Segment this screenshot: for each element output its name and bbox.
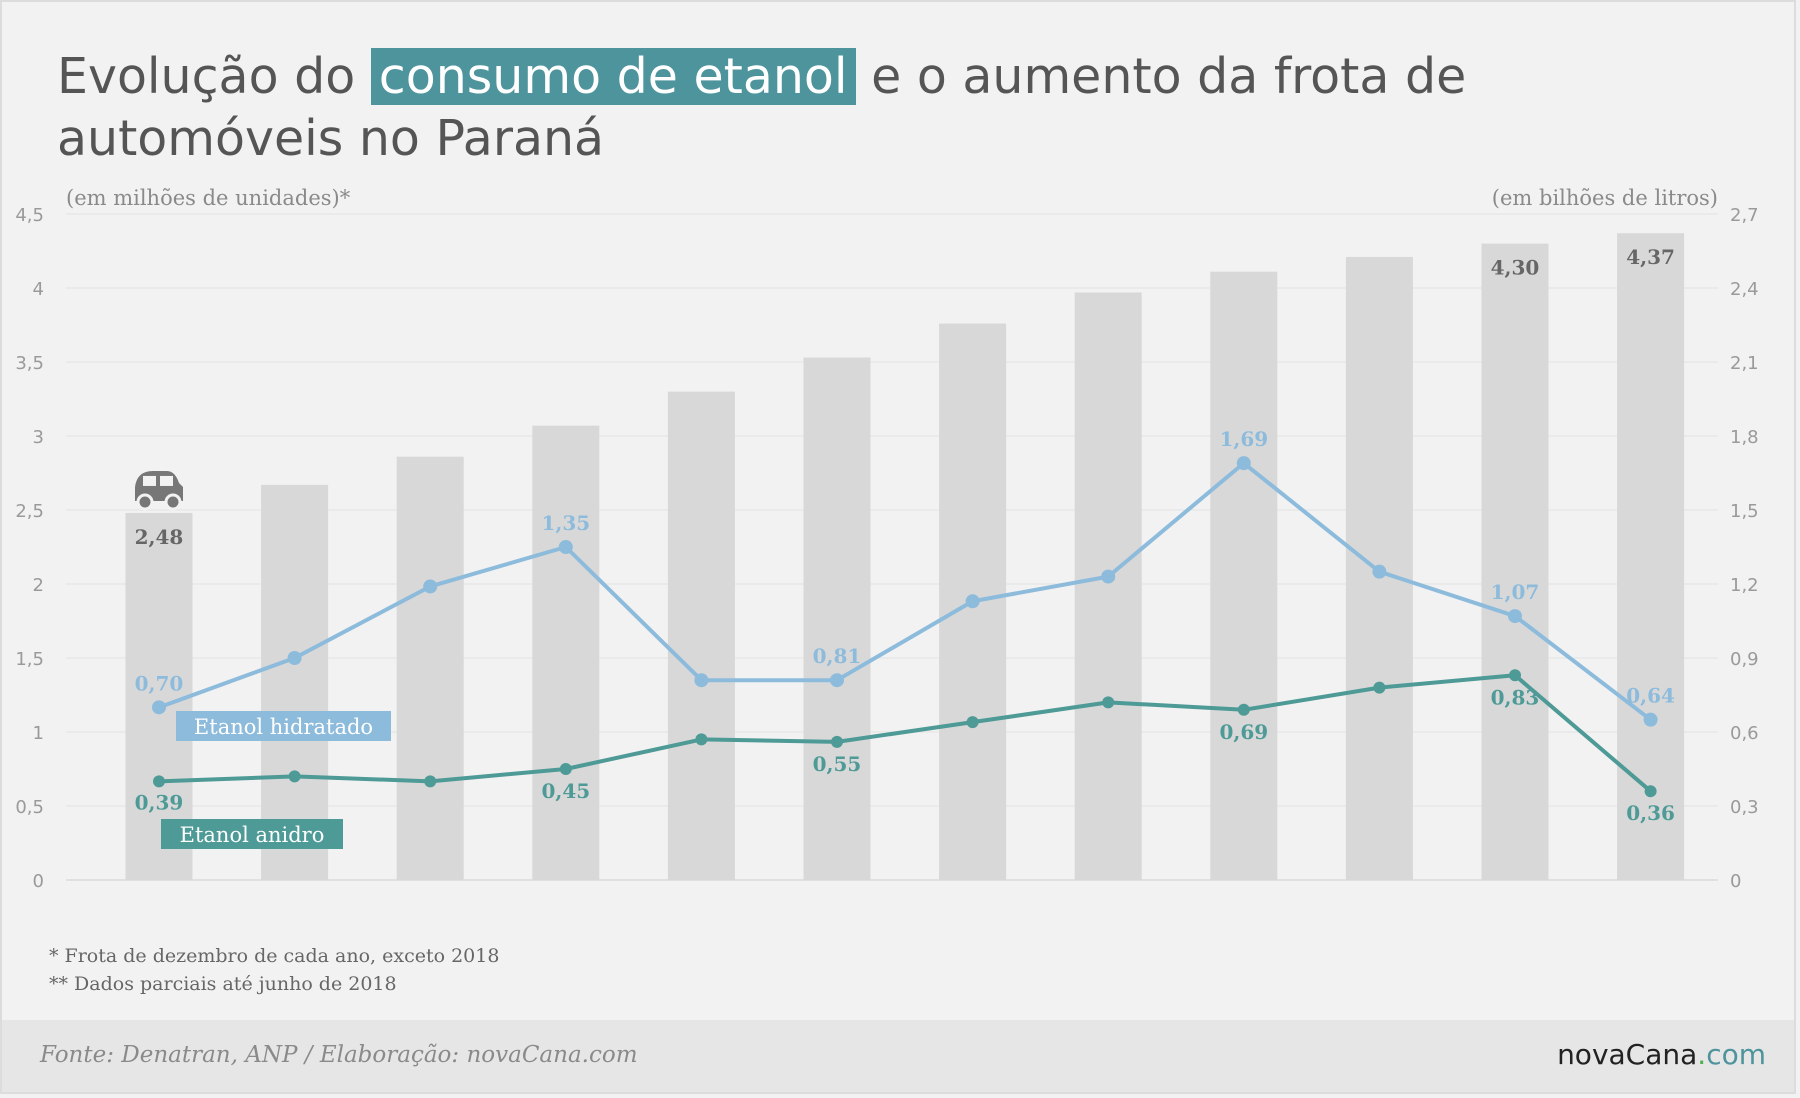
series-point-hidratado <box>1101 569 1116 584</box>
series-label-anidro: 0,39 <box>135 790 184 814</box>
footer-bar: Fonte: Denatran, ANP / Elaboração: novaC… <box>2 1020 1794 1092</box>
title-end: e o aumento da frota de automóveis no Pa… <box>57 48 1467 167</box>
series-point-hidratado <box>830 673 844 688</box>
series-point-hidratado <box>423 579 438 594</box>
series-label-hidratado: 0,70 <box>135 671 184 695</box>
fleet-bar-label: 4,30 <box>1491 256 1540 280</box>
series-point-anidro <box>559 763 572 775</box>
series-point-anidro <box>1373 681 1386 694</box>
series-point-anidro <box>153 775 165 788</box>
series-label-anidro: 0,69 <box>1219 720 1268 744</box>
series-point-anidro <box>1102 696 1115 709</box>
series-label-anidro: 0,83 <box>1491 685 1540 709</box>
right-tick-label: 0 <box>1730 871 1741 892</box>
right-tick-label: 2,1 <box>1730 353 1759 374</box>
series-point-hidratado <box>152 700 166 715</box>
series-label-hidratado: 0,81 <box>813 644 862 668</box>
series-point-hidratado <box>694 673 709 688</box>
fleet-bar <box>667 391 735 880</box>
left-tick-label: 4 <box>33 279 44 300</box>
left-tick-label: 4,5 <box>15 205 44 226</box>
series-point-anidro <box>424 775 437 788</box>
fleet-bar <box>396 456 464 880</box>
series-point-hidratado <box>287 651 302 665</box>
fleet-bar <box>1074 292 1142 880</box>
footnotes: * Frota de dezembro de cada ano, exceto … <box>49 942 499 998</box>
left-tick-label: 2 <box>33 575 44 596</box>
series-point-anidro <box>966 716 979 729</box>
chart-title: Evolução do consumo de etanol e o aument… <box>57 46 1557 170</box>
series-point-hidratado <box>1508 609 1522 624</box>
right-tick-label: 1,2 <box>1730 575 1759 596</box>
legend-label-hidratado: Etanol hidratado <box>194 715 373 739</box>
brand-dot: . <box>1697 1038 1707 1071</box>
car-icon <box>135 470 183 511</box>
series-point-hidratado <box>1236 456 1251 471</box>
left-axis-unit: (em milhões de unidades)* <box>66 186 351 210</box>
fleet-bar-label: 2,48 <box>135 525 184 549</box>
fleet-bar <box>1481 243 1549 881</box>
right-axis-unit: (em bilhões de litros) <box>1491 186 1718 210</box>
left-tick-label: 2,5 <box>15 501 44 522</box>
legend-label-anidro: Etanol anidro <box>180 823 325 847</box>
left-tick-label: 0 <box>33 871 44 892</box>
fleet-bar <box>1617 233 1685 881</box>
source-text: Fonte: Denatran, ANP / Elaboração: novaC… <box>40 1042 638 1068</box>
series-line-anidro <box>158 673 1652 793</box>
series-point-hidratado <box>1372 564 1387 579</box>
left-tick-label: 3 <box>33 427 44 448</box>
brand-logo: novaCana.com <box>1557 1038 1766 1071</box>
right-tick-label: 0,3 <box>1730 797 1759 818</box>
fleet-bar-label: 4,37 <box>1626 245 1675 269</box>
right-tick-label: 0,9 <box>1730 649 1759 670</box>
series-point-anidro <box>695 733 708 746</box>
fleet-bar <box>125 512 193 880</box>
footnote-fleet: * Frota de dezembro de cada ano, exceto … <box>49 945 500 967</box>
series-point-anidro <box>1237 703 1250 716</box>
brand-tld: com <box>1706 1038 1766 1071</box>
series-point-hidratado <box>965 594 980 609</box>
right-tick-label: 0,6 <box>1730 723 1759 744</box>
fleet-bar <box>1210 271 1278 881</box>
fleet-bar <box>803 357 871 880</box>
series-label-hidratado: 1,69 <box>1219 427 1268 451</box>
title-start: Evolução do <box>57 48 356 105</box>
fleet-bar <box>261 484 329 880</box>
series-label-anidro: 0,36 <box>1626 801 1675 825</box>
series-point-anidro <box>1509 669 1521 682</box>
fleet-bar <box>532 425 600 880</box>
right-tick-label: 2,4 <box>1730 279 1759 300</box>
series-point-anidro <box>1644 785 1657 798</box>
left-tick-label: 0,5 <box>15 797 44 818</box>
footnote-partial: ** Dados parciais até junho de 2018 <box>49 973 397 995</box>
left-tick-label: 1,5 <box>15 649 44 670</box>
series-line-hidratado <box>158 461 1652 722</box>
right-tick-label: 1,8 <box>1730 427 1759 448</box>
series-label-hidratado: 0,64 <box>1626 684 1675 708</box>
legend-box-anidro <box>161 819 343 849</box>
series-point-anidro <box>288 770 301 783</box>
series-label-anidro: 0,55 <box>813 752 862 776</box>
combo-chart: 0 0 0,5 0,3 1 0,6 1,5 0,9 2 1,2 2,5 1,5 3 1,8 3,5 2,1 4 2… <box>15 205 1759 892</box>
series-label-hidratado: 1,07 <box>1491 580 1540 604</box>
title-highlight: consumo de etanol <box>370 48 856 105</box>
series-point-hidratado <box>1643 712 1658 727</box>
left-tick-label: 1 <box>33 723 44 744</box>
series-point-hidratado <box>558 540 573 554</box>
brand-name: novaCana <box>1557 1038 1698 1071</box>
series-label-hidratado: 1,35 <box>541 511 590 535</box>
right-tick-label: 1,5 <box>1730 501 1759 522</box>
left-tick-label: 3,5 <box>15 353 44 374</box>
legend-box-hidratado <box>176 711 391 741</box>
series-point-anidro <box>831 735 843 748</box>
series-label-anidro: 0,45 <box>541 779 590 803</box>
right-tick-label: 2,7 <box>1730 205 1759 226</box>
